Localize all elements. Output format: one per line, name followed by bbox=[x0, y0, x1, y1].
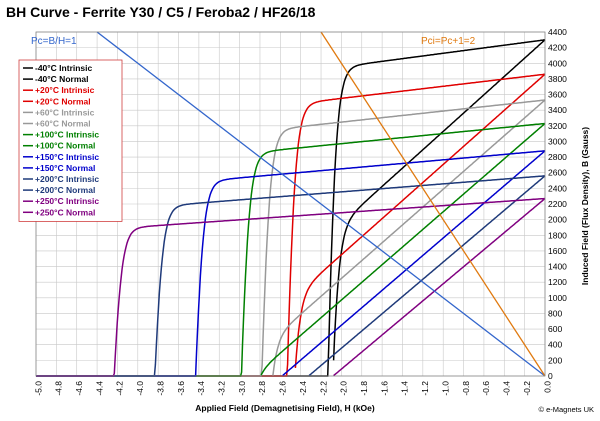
load-lines-layer bbox=[96, 31, 546, 377]
credit-text: © e-Magnets UK bbox=[538, 405, 594, 414]
x-tick-label: -3.8 bbox=[155, 381, 165, 396]
x-tick-label: -4.6 bbox=[74, 381, 84, 396]
y-tick-label: 0 bbox=[548, 371, 553, 381]
x-tick-label: -1.8 bbox=[359, 381, 369, 396]
legend-entry: +150°C Normal bbox=[35, 163, 95, 173]
legend-entry: -40°C Intrinsic bbox=[35, 63, 93, 73]
legend-entry: +250°C Intrinsic bbox=[35, 196, 99, 206]
legend-entry: +200°C Normal bbox=[35, 185, 95, 195]
y-tick-label: 4200 bbox=[548, 43, 567, 53]
y-tick-label: 4000 bbox=[548, 58, 567, 68]
x-tick-label: -0.6 bbox=[481, 381, 491, 396]
legend-entry: +20°C Intrinsic bbox=[35, 85, 95, 95]
x-tick-label: -2.6 bbox=[278, 381, 288, 396]
series-line-7 bbox=[260, 122, 546, 376]
legend-entry: +200°C Intrinsic bbox=[35, 174, 99, 184]
y-tick-label: 1000 bbox=[548, 293, 567, 303]
y-tick-label: 1400 bbox=[548, 262, 567, 272]
legend-entry: +250°C Normal bbox=[35, 207, 95, 217]
y-tick-label: 1800 bbox=[548, 230, 567, 240]
series-line-12 bbox=[36, 197, 546, 377]
x-tick-label: -4.0 bbox=[135, 381, 145, 396]
y-tick-label: 2400 bbox=[548, 183, 567, 193]
x-tick-label: -1.2 bbox=[420, 381, 430, 396]
x-tick-label: -3.0 bbox=[237, 381, 247, 396]
x-tick-label: -2.2 bbox=[318, 381, 328, 396]
y-tick-label: 200 bbox=[548, 355, 562, 365]
annotation-pc: Pc=B/H=1 bbox=[31, 36, 77, 47]
legend-entry: -40°C Normal bbox=[35, 74, 88, 84]
x-tick-label: 0.0 bbox=[542, 381, 552, 393]
legend-entry: +60°C Intrinsic bbox=[35, 107, 95, 117]
y-tick-label: 3600 bbox=[548, 90, 567, 100]
y-tick-label: 2200 bbox=[548, 199, 567, 209]
y-tick-label: 3400 bbox=[548, 105, 567, 115]
series-line-11 bbox=[308, 175, 546, 377]
legend-entry: +150°C Intrinsic bbox=[35, 152, 99, 162]
x-tick-label: -1.0 bbox=[440, 381, 450, 396]
x-tick-label: -3.4 bbox=[196, 381, 206, 396]
series-line-5 bbox=[272, 99, 546, 376]
y-tick-label: 2600 bbox=[548, 168, 567, 178]
series-line-13 bbox=[333, 197, 546, 377]
x-tick-label: -2.0 bbox=[339, 381, 349, 396]
y-tick-label: 600 bbox=[548, 324, 562, 334]
y-tick-label: 1600 bbox=[548, 246, 567, 256]
x-tick-label: -1.4 bbox=[400, 381, 410, 396]
legend-entry: +100°C Normal bbox=[35, 141, 95, 151]
y-tick-label: 3000 bbox=[548, 136, 567, 146]
x-tick-label: -3.2 bbox=[216, 381, 226, 396]
y-tick-label: 1200 bbox=[548, 277, 567, 287]
y-tick-label: 800 bbox=[548, 308, 562, 318]
y-tick-label: 3200 bbox=[548, 121, 567, 131]
legend-entry: +20°C Normal bbox=[35, 96, 91, 106]
legend: -40°C Intrinsic-40°C Normal+20°C Intrins… bbox=[18, 59, 123, 222]
y-tick-label: 400 bbox=[548, 340, 562, 350]
x-tick-label: -3.6 bbox=[176, 381, 186, 396]
y-axis-title: Induced Field (Flux Density), B (Gauss) bbox=[580, 127, 590, 285]
chart-title: BH Curve - Ferrite Y30 / C5 / Feroba2 / … bbox=[6, 4, 316, 20]
x-tick-label: -0.4 bbox=[502, 381, 512, 396]
x-tick-label: -1.6 bbox=[379, 381, 389, 396]
y-tick-labels: 0 200 400 600 800 1000 1200 1400 1600 1800 2000 220… bbox=[548, 27, 567, 381]
x-tick-label: -0.2 bbox=[522, 381, 532, 396]
x-axis-title: Applied Field (Demagnetising Field), H (… bbox=[195, 403, 375, 413]
x-tick-label: -2.8 bbox=[257, 381, 267, 396]
y-tick-label: 2000 bbox=[548, 215, 567, 225]
legend-entry: +100°C Intrinsic bbox=[35, 130, 99, 140]
y-tick-label: 4400 bbox=[548, 27, 567, 37]
x-tick-label: -4.8 bbox=[54, 381, 64, 396]
x-tick-label: -2.4 bbox=[298, 381, 308, 396]
load-line-0 bbox=[96, 31, 546, 377]
annotation-pci: Pci=Pc+1=2 bbox=[421, 36, 476, 47]
x-tick-labels: -5.0 -4.8 -4.6 -4.4 -4.2 -4.0 -3.8 -3.6 -3.4 -3.2… bbox=[33, 381, 552, 396]
y-tick-label: 3800 bbox=[548, 74, 567, 84]
legend-entry: +60°C Normal bbox=[35, 119, 91, 129]
x-tick-label: -5.0 bbox=[33, 381, 43, 396]
x-tick-label: -4.4 bbox=[94, 381, 104, 396]
load-line-1 bbox=[320, 31, 546, 377]
x-tick-label: -0.8 bbox=[461, 381, 471, 396]
series-line-9 bbox=[282, 150, 546, 377]
legend-box bbox=[18, 59, 123, 222]
series-line-1 bbox=[332, 39, 546, 361]
x-tick-label: -4.2 bbox=[115, 381, 125, 396]
y-tick-label: 2800 bbox=[548, 152, 567, 162]
